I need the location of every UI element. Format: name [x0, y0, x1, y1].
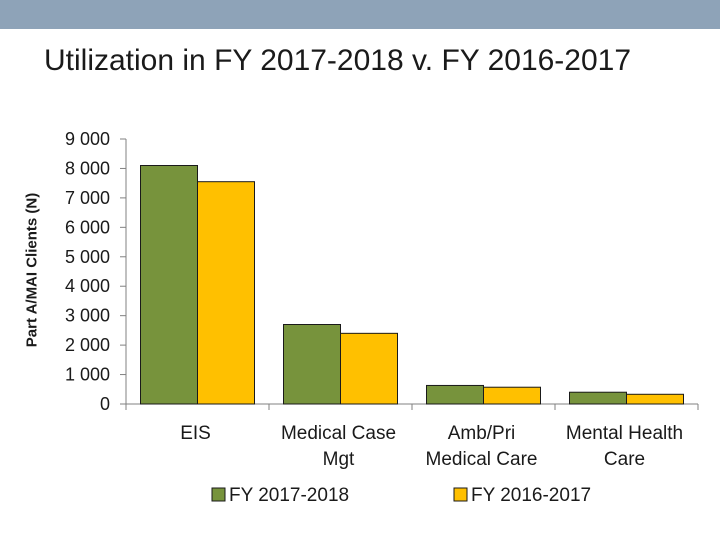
x-category-label: Care	[604, 449, 645, 470]
legend-swatch-2	[453, 487, 468, 502]
bar-1-3	[426, 384, 484, 405]
bar-2-1	[197, 181, 255, 405]
bar-1-1	[140, 165, 198, 405]
y-tick-label: 9 000	[65, 129, 110, 149]
y-tick-label: 7 000	[65, 188, 110, 208]
y-tick-label: 2 000	[65, 335, 110, 355]
y-tick-label: 5 000	[65, 247, 110, 267]
x-category-label: Medical Case	[281, 423, 396, 444]
legend-swatch-1	[211, 487, 226, 502]
bar-2-2	[340, 332, 398, 405]
legend-label-2: FY 2016-2017	[471, 485, 591, 506]
header-bar	[0, 0, 720, 29]
x-category-label: Amb/Pri	[448, 423, 516, 444]
y-tick-label: 3 000	[65, 306, 110, 326]
y-tick-label: 1 000	[65, 365, 110, 385]
y-tick-label: 6 000	[65, 217, 110, 237]
bar-2-3	[483, 386, 541, 405]
y-tick-label: 0	[100, 394, 110, 414]
x-category-label: Mgt	[323, 449, 355, 470]
bar-1-4	[569, 391, 627, 405]
x-category-label: EIS	[180, 423, 211, 444]
x-category-label: Medical Care	[426, 449, 538, 470]
x-category-label: Mental Health	[566, 423, 683, 444]
slide-title: Utilization in FY 2017-2018 v. FY 2016-2…	[44, 44, 632, 77]
bar-2-4	[626, 393, 684, 405]
y-tick-label: 4 000	[65, 276, 110, 296]
legend-label-1: FY 2017-2018	[229, 485, 349, 506]
y-tick-label: 8 000	[65, 158, 110, 178]
bar-1-2	[283, 324, 341, 405]
